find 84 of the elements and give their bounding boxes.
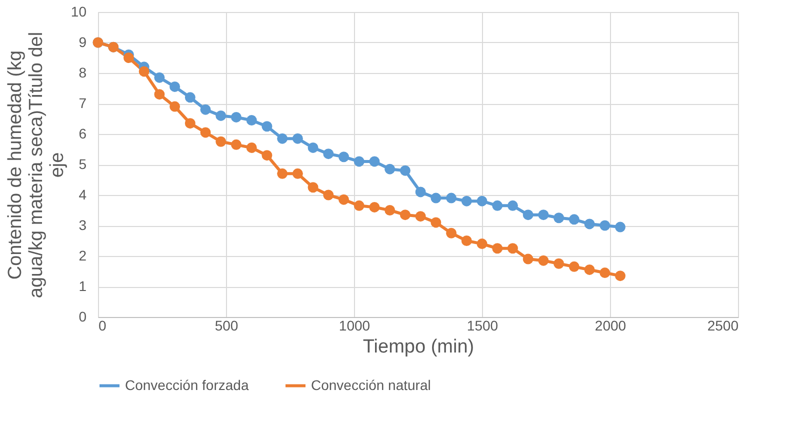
point: [461, 196, 472, 206]
point: [216, 110, 226, 121]
point: [308, 182, 318, 193]
point: [184, 92, 196, 103]
y-tick-label: 7: [78, 95, 87, 111]
point: [216, 136, 226, 147]
point: [400, 165, 410, 176]
point: [461, 236, 472, 246]
point: [308, 142, 318, 153]
point: [384, 205, 396, 216]
x-axis-title: Tiempo (min): [362, 336, 474, 358]
point: [354, 200, 364, 211]
point: [554, 212, 564, 224]
point: [614, 270, 626, 282]
y-tick-label: 6: [78, 126, 87, 142]
point: [369, 202, 380, 212]
x-tick-label: 500: [214, 318, 238, 334]
point: [246, 142, 257, 153]
point: [584, 264, 595, 275]
y-tick-label: 5: [78, 156, 87, 172]
point: [262, 150, 272, 161]
point: [476, 238, 488, 250]
point: [354, 156, 364, 167]
y-tick-label: 2: [78, 248, 87, 264]
point: [292, 168, 303, 179]
y-tick-label: 8: [78, 64, 87, 80]
point: [522, 210, 534, 220]
point: [492, 200, 503, 211]
point: [292, 133, 303, 144]
point: [154, 72, 165, 83]
point: [323, 190, 334, 200]
point: [323, 148, 334, 160]
y-tick-label: 10: [70, 4, 87, 20]
point: [584, 218, 595, 230]
x-tick-label: 1000: [338, 318, 370, 334]
point: [123, 52, 134, 63]
point: [200, 127, 211, 138]
point: [554, 258, 564, 269]
x-tick-label: 0: [98, 318, 106, 334]
x-tick-label: 1500: [466, 318, 498, 334]
point: [430, 217, 442, 228]
point: [492, 243, 503, 254]
point: [277, 133, 288, 144]
y-tick-label: 4: [78, 186, 87, 202]
point: [446, 228, 457, 238]
point: [568, 214, 580, 225]
point: [230, 112, 242, 122]
point: [170, 81, 180, 92]
y-axis-title: Contenido de humedad (kg agua/kg materia seca)Título del eje: [4, 32, 68, 298]
point: [338, 194, 350, 205]
point: [200, 104, 211, 115]
point: [184, 118, 196, 129]
y-tick-label: 3: [78, 217, 87, 233]
point: [277, 168, 288, 179]
legend-label: Convección natural: [311, 376, 431, 393]
point: [138, 66, 150, 77]
point: [230, 139, 242, 150]
point: [507, 243, 518, 254]
point: [446, 192, 457, 204]
point: [568, 261, 580, 272]
point: [415, 211, 426, 222]
point: [338, 152, 350, 162]
point: [614, 222, 626, 232]
x-tick-label: 2500: [707, 318, 739, 334]
point: [600, 268, 610, 278]
point: [600, 220, 610, 231]
legend-label: Convección forzada: [125, 376, 249, 393]
point: [430, 192, 442, 204]
point: [476, 196, 488, 206]
x-tick-label: 2000: [594, 318, 626, 334]
point: [522, 254, 534, 264]
point: [170, 101, 180, 112]
point: [246, 115, 257, 126]
y-tick-label: 1: [78, 278, 87, 294]
point: [369, 156, 380, 167]
point: [415, 186, 426, 198]
point: [154, 89, 165, 100]
point: [262, 121, 272, 132]
point: [538, 255, 549, 266]
point: [538, 210, 549, 220]
point: [507, 200, 518, 211]
point: [400, 210, 410, 220]
point: [384, 164, 396, 174]
y-tick-label: 9: [78, 34, 87, 50]
